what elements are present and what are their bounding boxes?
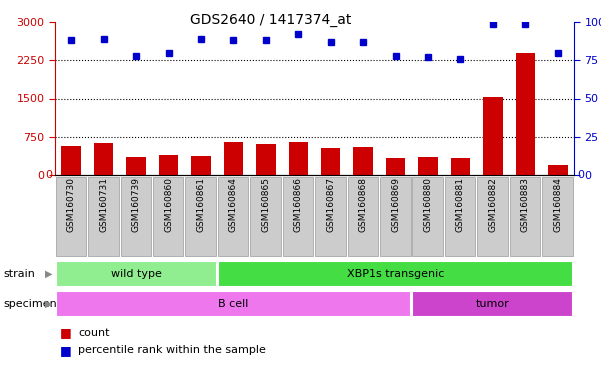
FancyBboxPatch shape	[218, 262, 573, 286]
FancyBboxPatch shape	[445, 177, 475, 257]
FancyBboxPatch shape	[282, 177, 313, 257]
FancyBboxPatch shape	[315, 177, 346, 257]
Text: ■: ■	[60, 344, 72, 357]
Text: B cell: B cell	[218, 299, 249, 309]
Text: ■: ■	[60, 326, 72, 339]
Text: XBP1s transgenic: XBP1s transgenic	[347, 269, 444, 279]
Text: 0: 0	[577, 170, 584, 180]
Text: wild type: wild type	[111, 269, 162, 279]
Text: GSM160882: GSM160882	[489, 177, 498, 232]
Bar	[483, 98, 502, 175]
FancyBboxPatch shape	[510, 177, 540, 257]
Bar	[548, 165, 567, 175]
FancyBboxPatch shape	[347, 177, 378, 257]
FancyBboxPatch shape	[250, 177, 281, 257]
Text: GSM160884: GSM160884	[554, 177, 563, 232]
FancyBboxPatch shape	[218, 177, 248, 257]
FancyBboxPatch shape	[56, 291, 411, 316]
FancyBboxPatch shape	[477, 177, 508, 257]
Text: GSM160869: GSM160869	[391, 177, 400, 232]
Text: GSM160739: GSM160739	[132, 177, 141, 232]
Text: GSM160864: GSM160864	[229, 177, 238, 232]
FancyBboxPatch shape	[412, 291, 573, 316]
FancyBboxPatch shape	[56, 262, 216, 286]
Text: GSM160883: GSM160883	[521, 177, 530, 232]
FancyBboxPatch shape	[88, 177, 118, 257]
FancyBboxPatch shape	[56, 177, 86, 257]
Text: strain: strain	[3, 269, 35, 279]
FancyBboxPatch shape	[412, 177, 443, 257]
Bar	[191, 156, 211, 175]
Text: GSM160731: GSM160731	[99, 177, 108, 232]
Bar	[386, 158, 405, 175]
FancyBboxPatch shape	[542, 177, 573, 257]
Text: specimen: specimen	[3, 299, 56, 309]
FancyBboxPatch shape	[185, 177, 216, 257]
Bar	[224, 142, 243, 175]
Bar	[353, 147, 373, 175]
Text: GSM160866: GSM160866	[294, 177, 303, 232]
FancyBboxPatch shape	[380, 177, 410, 257]
Bar	[516, 53, 535, 175]
Text: 0: 0	[45, 170, 52, 180]
Text: percentile rank within the sample: percentile rank within the sample	[78, 345, 266, 355]
Text: GSM160860: GSM160860	[164, 177, 173, 232]
Text: GSM160868: GSM160868	[359, 177, 368, 232]
Bar	[321, 148, 340, 175]
Bar	[256, 144, 276, 175]
FancyBboxPatch shape	[153, 177, 183, 257]
Bar	[451, 158, 470, 175]
Bar	[288, 142, 308, 175]
Bar	[61, 146, 81, 175]
Text: GSM160865: GSM160865	[261, 177, 270, 232]
Text: GSM160730: GSM160730	[67, 177, 76, 232]
Text: ▶: ▶	[45, 299, 52, 309]
Text: ▶: ▶	[45, 269, 52, 279]
Bar	[159, 155, 178, 175]
Text: GSM160880: GSM160880	[424, 177, 433, 232]
Text: count: count	[78, 328, 109, 338]
Text: GDS2640 / 1417374_at: GDS2640 / 1417374_at	[190, 13, 351, 27]
Text: GSM160861: GSM160861	[197, 177, 206, 232]
Text: GSM160881: GSM160881	[456, 177, 465, 232]
Bar	[126, 157, 146, 175]
Text: GSM160867: GSM160867	[326, 177, 335, 232]
FancyBboxPatch shape	[121, 177, 151, 257]
Text: tumor: tumor	[476, 299, 510, 309]
Bar	[94, 143, 114, 175]
Bar	[418, 157, 438, 175]
